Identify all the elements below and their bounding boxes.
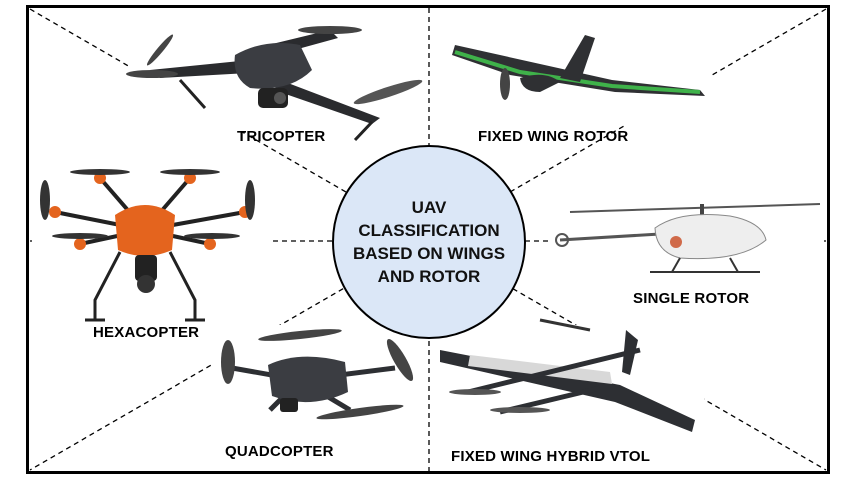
center-title: UAV CLASSIFICATION BASED ON WINGS AND RO… [344,196,514,288]
quadcopter-label: QUADCOPTER [225,443,334,460]
hexacopter-label: HEXACOPTER [93,324,200,341]
hexacopter-image [40,169,255,322]
single-rotor-image [555,203,821,273]
quadcopter-image [221,329,414,420]
center-title-line-4: AND ROTOR [377,267,481,286]
tricopter-label: TRICOPTER [237,128,326,145]
center-title-line-1: UAV [411,198,447,217]
center-circle: UAV CLASSIFICATION BASED ON WINGS AND RO… [332,145,526,339]
fixed-wing-rotor-image [452,35,705,100]
single-rotor-label: SINGLE ROTOR [633,290,750,307]
tricopter-image [126,26,423,142]
center-title-line-2: CLASSIFICATION [358,221,500,240]
center-title-line-3: BASED ON WINGS [352,244,506,263]
fixed-wing-rotor-label: FIXED WING ROTOR [478,128,629,145]
fixed-wing-hybrid-vtol-label: FIXED WING HYBRID VTOL [451,448,651,465]
fixed-wing-hybrid-vtol-image [440,318,695,432]
